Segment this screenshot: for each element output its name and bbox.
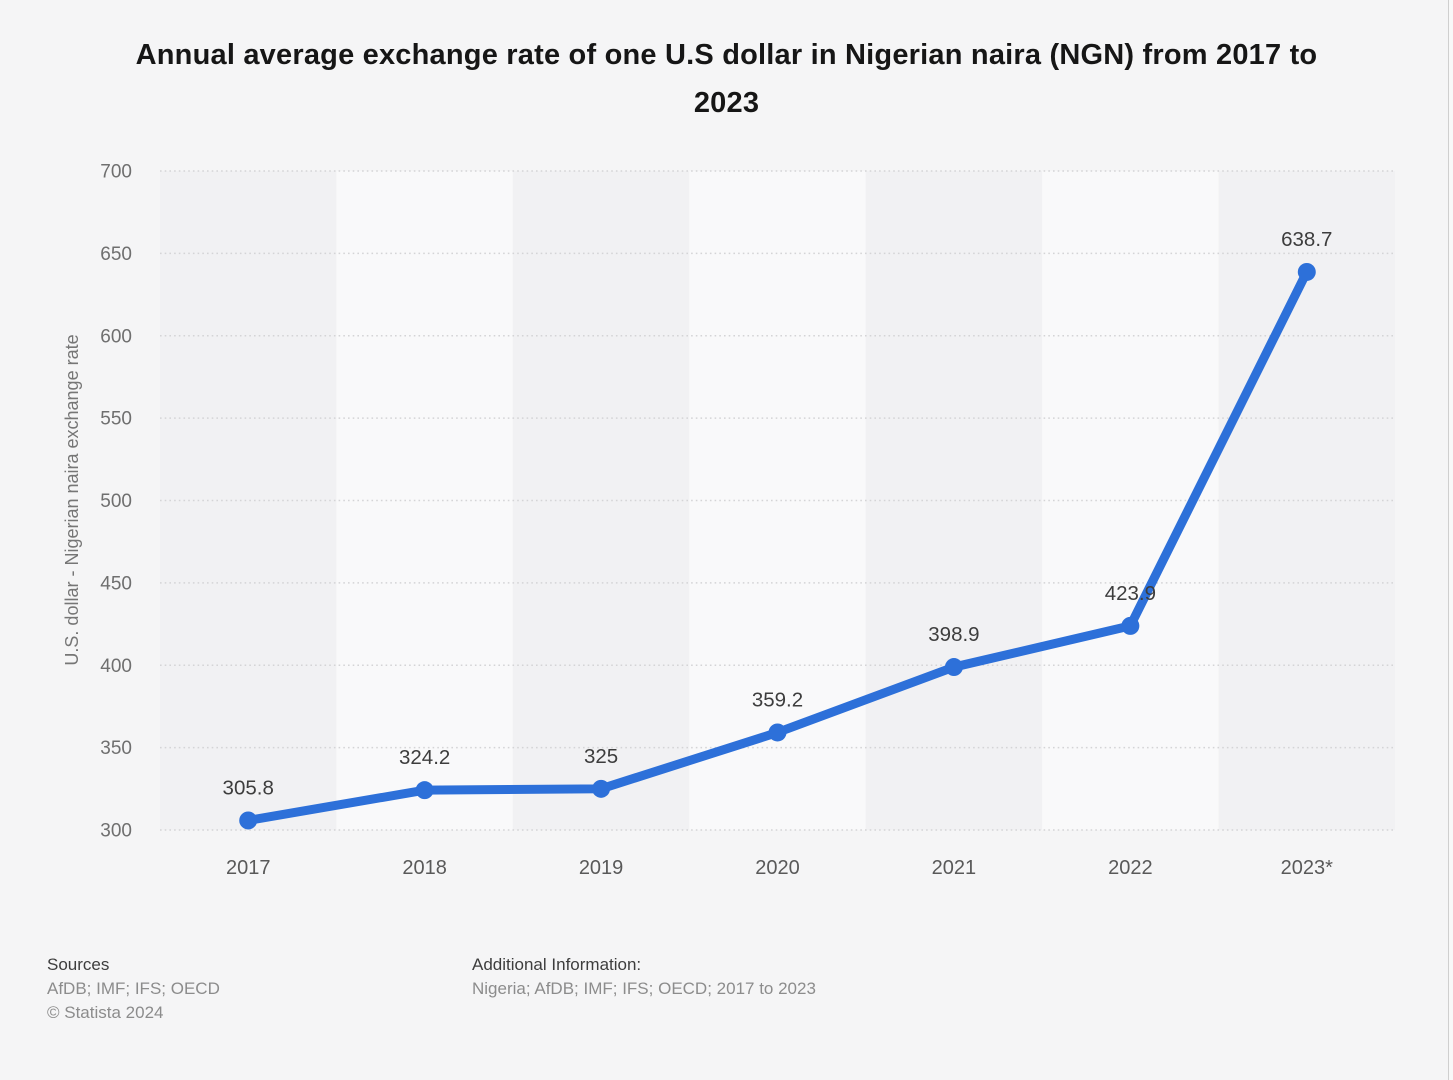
data-point	[944, 658, 963, 677]
y-tick-label: 350	[100, 738, 132, 759]
y-tick-label: 450	[100, 573, 132, 594]
plot-band	[512, 171, 690, 830]
y-tick-label: 400	[100, 656, 132, 677]
data-label: 423.9	[1105, 582, 1156, 605]
additional-info-label: Additional Information:	[472, 955, 642, 974]
x-tick-label: 2020	[755, 857, 800, 879]
y-tick-label: 300	[100, 821, 132, 842]
x-tick-label: 2017	[226, 857, 271, 879]
y-tick-label: 500	[100, 491, 132, 512]
x-tick-label: 2018	[402, 857, 447, 879]
plot-band	[689, 171, 866, 830]
chart-title: Annual average exchange rate of one U.S …	[135, 39, 1318, 119]
data-label: 359.2	[752, 688, 803, 711]
data-label: 324.2	[399, 746, 450, 769]
y-tick-label: 700	[100, 162, 132, 183]
footer-additional-info-block: Additional Information: Nigeria; AfDB; I…	[472, 953, 816, 1001]
data-point	[239, 811, 258, 830]
data-label: 398.9	[928, 623, 979, 646]
y-tick-label: 600	[100, 326, 132, 347]
data-point	[1297, 262, 1316, 281]
y-axis-title: U.S. dollar - Nigerian naira exchange ra…	[62, 334, 82, 665]
additional-info-value: Nigeria; AfDB; IMF; IFS; OECD; 2017 to 2…	[472, 979, 816, 998]
x-tick-label: 2022	[1108, 857, 1153, 879]
copyright-text: © Statista 2024	[47, 1003, 164, 1022]
data-point	[768, 723, 787, 742]
x-tick-label: 2023*	[1281, 857, 1333, 879]
data-label: 638.7	[1281, 228, 1332, 251]
y-tick-label: 650	[100, 244, 132, 265]
data-label: 305.8	[223, 776, 274, 799]
data-point	[1121, 616, 1140, 635]
data-point	[592, 779, 611, 798]
plot-band	[160, 171, 337, 830]
sources-value: AfDB; IMF; IFS; OECD	[47, 979, 220, 998]
y-tick-label: 550	[100, 409, 132, 430]
plot-band	[865, 171, 1043, 830]
footer-sources-block: Sources AfDB; IMF; IFS; OECD © Statista …	[47, 953, 220, 1025]
sources-label: Sources	[47, 955, 110, 974]
data-point	[415, 781, 434, 800]
x-tick-label: 2021	[932, 857, 977, 879]
scrollbar-track[interactable]	[1448, 0, 1453, 1080]
x-tick-label: 2019	[579, 857, 624, 879]
data-label: 325	[584, 745, 618, 768]
